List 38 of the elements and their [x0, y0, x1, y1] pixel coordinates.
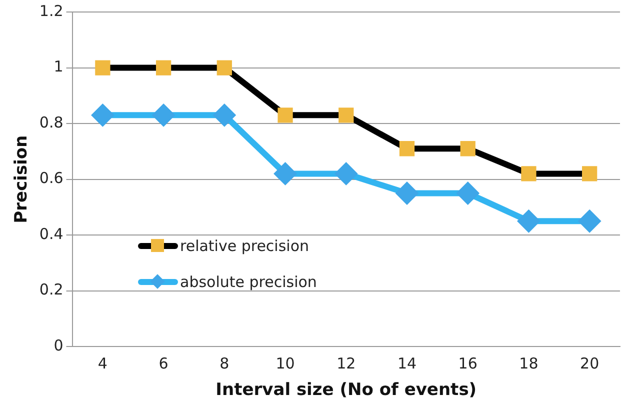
point	[274, 162, 297, 186]
y-tick-label: 0.4	[39, 224, 64, 243]
x-tick-label: 18	[519, 354, 538, 372]
x-tick-label: 14	[397, 354, 417, 372]
y-tick-label: 0.8	[39, 113, 64, 132]
x-axis-title: Interval size (No of events)	[216, 380, 477, 400]
x-tick-label: 20	[580, 354, 600, 372]
point	[216, 60, 232, 76]
point	[395, 182, 418, 205]
point	[156, 60, 172, 76]
point	[95, 60, 110, 76]
x-tick-label: 6	[158, 354, 168, 372]
y-tick-label: 1.2	[39, 2, 64, 20]
point	[334, 162, 358, 186]
y-axis-title: Precision	[12, 135, 32, 224]
x-tick-label: 12	[336, 354, 356, 372]
x-tick-label: 16	[458, 354, 478, 372]
point	[91, 104, 114, 127]
x-tick-label: 10	[276, 354, 295, 372]
point	[399, 141, 415, 156]
point	[456, 182, 480, 205]
point	[521, 166, 536, 182]
point	[578, 210, 602, 233]
point	[460, 141, 476, 156]
point	[338, 108, 354, 123]
y-tick-label: 1	[54, 58, 64, 76]
y-tick-label: 0	[54, 336, 64, 354]
x-tick-label: 8	[220, 354, 230, 372]
legend-label: absolute precision	[180, 273, 317, 291]
x-tick-label: 4	[98, 354, 108, 372]
y-tick-label: 0.6	[39, 169, 64, 188]
point	[212, 104, 236, 127]
point	[278, 108, 293, 123]
y-tick-label: 0.2	[39, 280, 64, 299]
point	[517, 210, 540, 233]
legend-label: relative precision	[180, 237, 310, 255]
point	[152, 104, 176, 127]
point	[582, 166, 598, 182]
